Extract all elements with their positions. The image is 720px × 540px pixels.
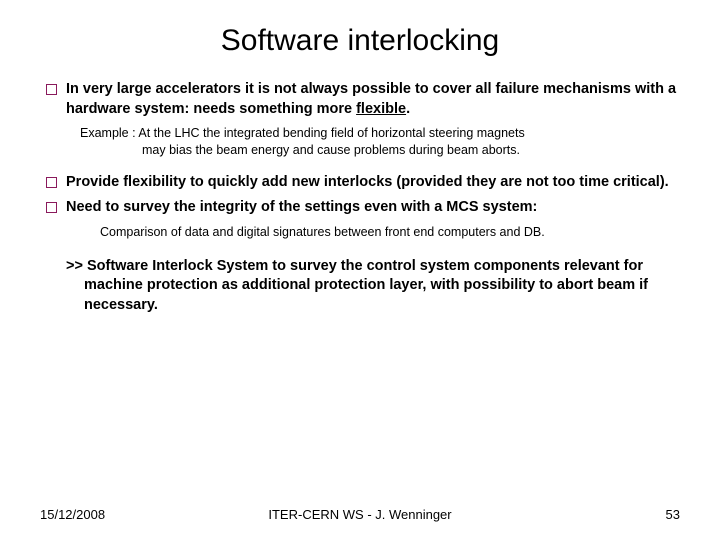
- bullet-list: In very large accelerators it is not alw…: [40, 80, 680, 119]
- bullet-list-2: Provide flexibility to quickly add new i…: [40, 173, 680, 218]
- example-line-2: may bias the beam energy and cause probl…: [80, 142, 680, 159]
- bullet-item: In very large accelerators it is not alw…: [40, 80, 680, 119]
- footer-center: ITER-CERN WS - J. Wenninger: [0, 507, 720, 522]
- slide-title: Software interlocking: [40, 24, 680, 58]
- footer: 15/12/2008 ITER-CERN WS - J. Wenninger 5…: [0, 507, 720, 522]
- example-line-1: Example : At the LHC the integrated bend…: [80, 126, 525, 140]
- footer-page: 53: [666, 507, 680, 522]
- bullet-item: Provide flexibility to quickly add new i…: [40, 173, 680, 193]
- lead-text: >> Software Interlock System to survey t…: [58, 257, 680, 316]
- bullet-item: Need to survey the integrity of the sett…: [40, 198, 680, 218]
- sub-text: Comparison of data and digital signature…: [40, 224, 680, 241]
- example-text: Example : At the LHC the integrated bend…: [40, 125, 680, 159]
- footer-date: 15/12/2008: [40, 507, 105, 522]
